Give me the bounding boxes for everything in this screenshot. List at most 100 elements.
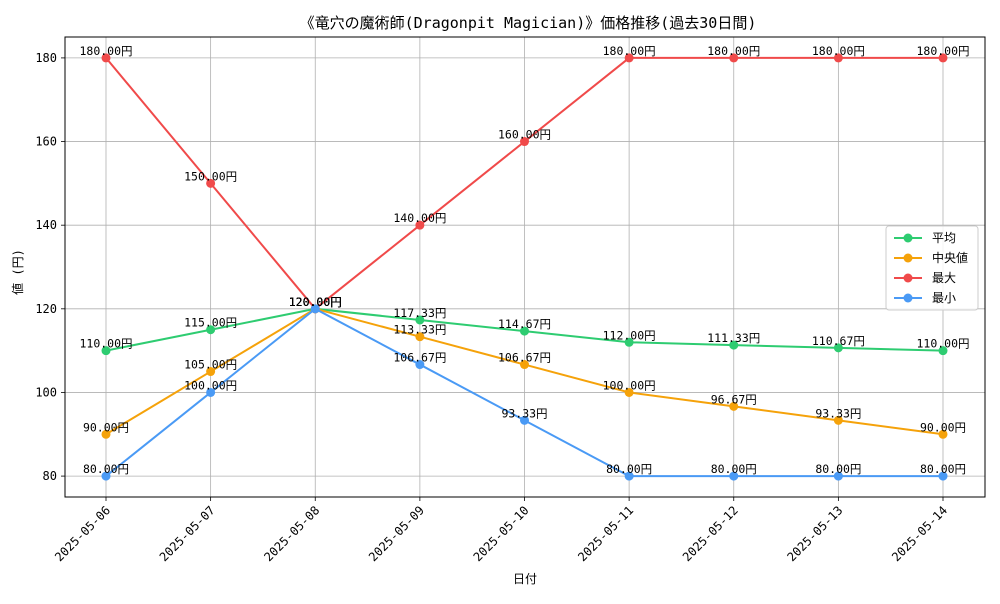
- data-point: [833, 415, 843, 425]
- data-label: 112.00円: [603, 328, 656, 342]
- data-label: 120.00円: [289, 295, 342, 309]
- y-tick-label: 100: [35, 385, 57, 399]
- data-point: [624, 53, 634, 63]
- x-tick-label: 2025-05-11: [575, 503, 636, 564]
- data-label: 140.00円: [393, 211, 446, 225]
- axis-ticks: 2025-05-06 2025-05-07 2025-05-08 2025-05-09…: [35, 51, 950, 564]
- legend-label: 最小: [932, 291, 956, 305]
- data-point: [938, 53, 948, 63]
- data-label: 106.67円: [393, 351, 446, 365]
- data-point: [206, 178, 216, 188]
- data-point: [833, 471, 843, 481]
- data-point: [624, 337, 634, 347]
- data-label: 100.00円: [184, 378, 237, 392]
- data-label: 150.00円: [184, 169, 237, 183]
- legend-swatch-marker: [903, 233, 913, 243]
- legend-label: 中央値: [932, 250, 968, 265]
- x-axis-label: 日付: [513, 572, 537, 586]
- data-label: 120.00円: [289, 295, 342, 309]
- x-tick-label: 2025-05-12: [680, 503, 741, 564]
- data-label: 117.33円: [393, 306, 446, 320]
- data-label: 96.67円: [711, 392, 757, 406]
- x-tick-label: 2025-05-14: [889, 503, 950, 564]
- data-label: 110.67円: [812, 334, 865, 348]
- data-point: [206, 387, 216, 397]
- data-point: [833, 53, 843, 63]
- data-point: [729, 471, 739, 481]
- data-point: [624, 471, 634, 481]
- data-point: [101, 53, 111, 63]
- grid: [65, 37, 985, 497]
- data-point: [938, 471, 948, 481]
- data-point: [206, 367, 216, 377]
- data-label: 160.00円: [498, 128, 551, 142]
- y-tick-label: 80: [43, 469, 57, 483]
- data-label: 120.00円: [289, 295, 342, 309]
- x-tick-label: 2025-05-13: [785, 503, 846, 564]
- data-labels: 110.00円 115.00円 120.00円 117.33円 114.67円 112.0…: [79, 44, 969, 476]
- data-point: [415, 315, 425, 325]
- y-axis-label: 値 (円): [10, 249, 25, 295]
- y-tick-label: 140: [35, 218, 57, 232]
- data-label: 113.33円: [393, 323, 446, 337]
- legend-swatch-marker: [903, 293, 913, 303]
- data-label: 120.00円: [289, 295, 342, 309]
- legend-label: 平均: [932, 231, 956, 245]
- data-point: [938, 429, 948, 439]
- data-label: 80.00円: [83, 462, 129, 476]
- data-label: 106.67円: [498, 351, 551, 365]
- data-label: 93.33円: [501, 406, 547, 420]
- legend-box: [885, 225, 979, 311]
- series-layer: [101, 53, 948, 481]
- data-point: [624, 387, 634, 397]
- data-point: [729, 53, 739, 63]
- data-label: 90.00円: [920, 420, 966, 434]
- y-tick-label: 120: [35, 302, 57, 316]
- data-label: 115.00円: [184, 316, 237, 330]
- data-label: 114.67円: [498, 317, 551, 331]
- legend-swatch-marker: [903, 253, 913, 263]
- data-point: [938, 346, 948, 356]
- data-point: [415, 332, 425, 342]
- x-tick-label: 2025-05-10: [471, 503, 532, 564]
- y-tick-label: 180: [35, 51, 57, 65]
- data-point: [729, 340, 739, 350]
- data-point: [415, 220, 425, 230]
- data-point: [520, 137, 529, 147]
- data-label: 100.00円: [603, 378, 656, 392]
- data-point: [101, 429, 111, 439]
- data-label: 80.00円: [815, 462, 861, 476]
- data-point: [520, 360, 529, 370]
- legend-label: 最大: [932, 271, 956, 285]
- legend-swatch-marker: [903, 273, 913, 283]
- data-label: 180.00円: [707, 44, 760, 58]
- data-point: [101, 471, 111, 481]
- chart-title: 《竜穴の魔術師(Dragonpit Magician)》価格推移(過去30日間): [300, 14, 757, 32]
- data-label: 80.00円: [920, 462, 966, 476]
- data-point: [101, 346, 111, 356]
- data-label: 180.00円: [812, 44, 865, 58]
- plot-frame: [64, 36, 986, 498]
- data-point: [415, 360, 425, 370]
- data-label: 110.00円: [916, 337, 969, 351]
- data-label: 111.33円: [707, 331, 760, 345]
- data-point: [206, 325, 216, 335]
- data-label: 180.00円: [603, 44, 656, 58]
- x-tick-label: 2025-05-07: [157, 503, 218, 564]
- data-point: [833, 343, 843, 353]
- data-point: [520, 415, 529, 425]
- data-label: 90.00円: [83, 420, 129, 434]
- data-point: [729, 401, 739, 411]
- x-tick-label: 2025-05-08: [261, 503, 322, 564]
- y-tick-label: 160: [35, 135, 57, 149]
- data-label: 80.00円: [606, 462, 652, 476]
- data-label: 110.00円: [79, 337, 132, 351]
- data-label: 80.00円: [711, 462, 757, 476]
- x-tick-label: 2025-05-09: [366, 503, 427, 564]
- data-label: 180.00円: [916, 44, 969, 58]
- data-label: 180.00円: [79, 44, 132, 58]
- x-tick-label: 2025-05-06: [52, 503, 113, 564]
